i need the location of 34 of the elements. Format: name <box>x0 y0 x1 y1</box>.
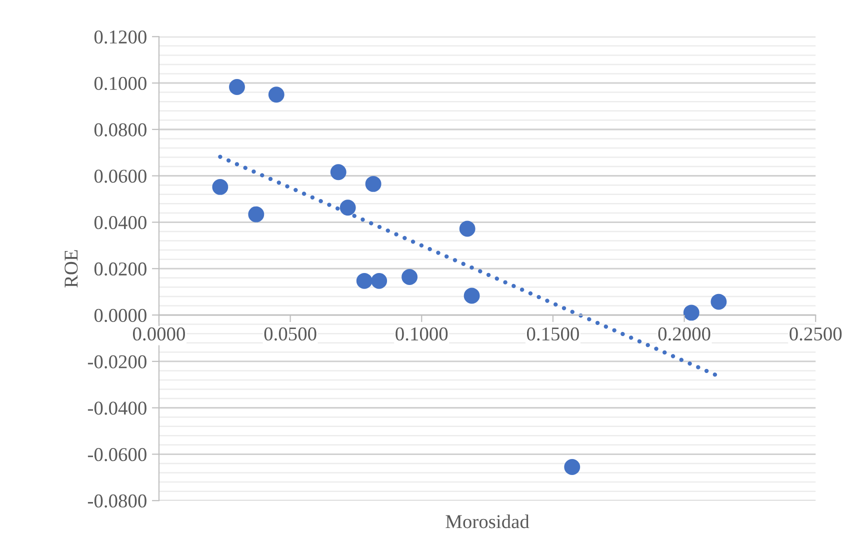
point <box>365 176 382 192</box>
y-tick-label: -0.0200 <box>88 355 146 368</box>
point <box>268 86 284 103</box>
point <box>710 294 727 310</box>
point <box>371 272 388 289</box>
x-tick-label: 0.2000 <box>658 327 710 341</box>
point <box>330 164 346 180</box>
y-tick-label: 0.1000 <box>94 76 146 90</box>
point <box>564 458 580 475</box>
y-tick-label: 0.0200 <box>94 262 146 276</box>
y-tick-label: 0.0000 <box>94 308 146 322</box>
x-tick-label: 0.0500 <box>264 327 316 341</box>
y-axis-title: ROE <box>64 250 78 288</box>
y-tick-label: 0.0600 <box>94 170 146 183</box>
point <box>459 220 476 237</box>
point <box>356 272 372 289</box>
x-axis-title: Morosidad <box>446 514 530 528</box>
y-tick-label: -0.0600 <box>88 448 146 462</box>
point <box>229 78 245 95</box>
point <box>340 200 356 216</box>
y-tick-label: 0.0400 <box>94 216 146 230</box>
y-tick-label: 0.0800 <box>94 123 146 136</box>
point <box>402 268 418 285</box>
point <box>248 206 264 222</box>
point <box>683 304 700 321</box>
point <box>464 288 480 304</box>
y-tick-label: 0.1200 <box>94 30 146 44</box>
x-tick-label: 0.1500 <box>526 327 579 341</box>
point <box>212 178 228 195</box>
y-tick-label: -0.0800 <box>88 494 146 508</box>
x-tick-label: 0.2500 <box>790 327 842 341</box>
x-tick-label: 0.0000 <box>132 327 185 341</box>
x-tick-label: 0.1000 <box>396 327 448 341</box>
y-tick-label: -0.0400 <box>88 402 146 415</box>
